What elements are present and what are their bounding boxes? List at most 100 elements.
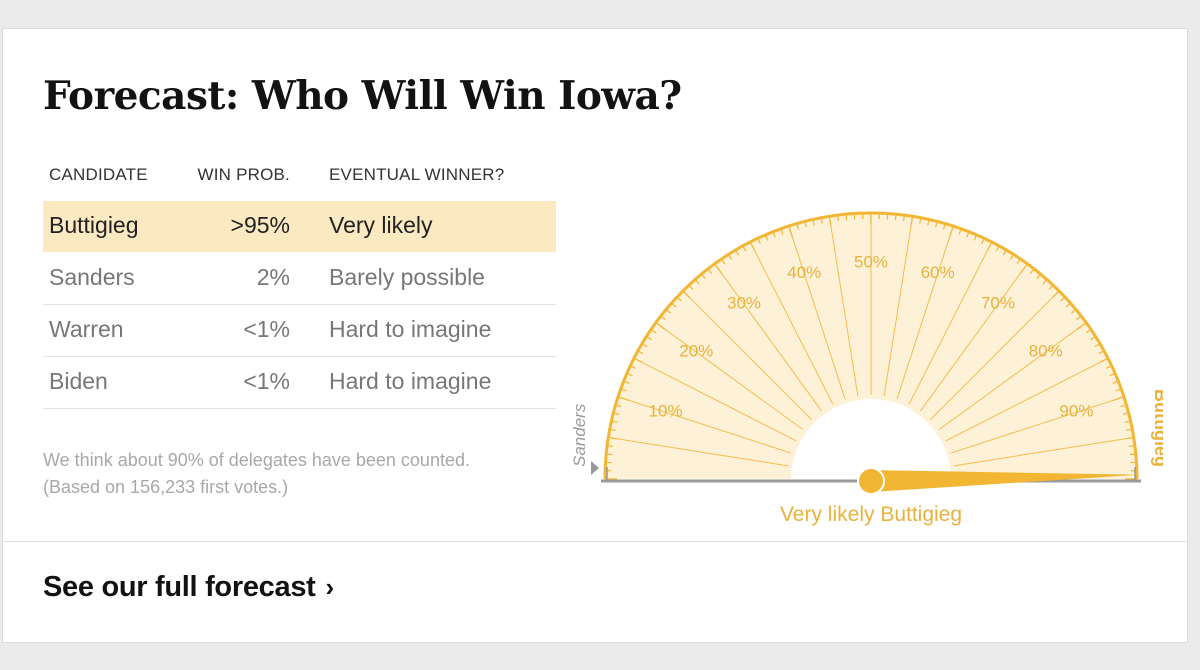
gauge-tick (620, 388, 627, 392)
gauge-ray (945, 358, 1107, 442)
gauge-tick (676, 296, 682, 302)
gauge-tick (812, 219, 815, 226)
gauge-tick (796, 223, 800, 230)
gauge-tick (804, 221, 807, 228)
gauge-ray (919, 265, 1027, 412)
gauge-tick (688, 284, 694, 290)
chevron-right-icon[interactable]: › (325, 572, 335, 602)
tick-label-90: 90% (1059, 402, 1093, 421)
gauge-tick (1105, 365, 1112, 369)
gauge-tick (1120, 404, 1127, 408)
gauge-tick (981, 238, 985, 245)
winner-outlook: Very likely (329, 212, 433, 238)
gauge-tick (665, 308, 672, 314)
gauge-tick (919, 217, 922, 224)
gauge-tick (1109, 372, 1116, 377)
forecast-gauge: 10% 20% 30% 40% 50% 60% 70% 80% 90% Sand… (570, 211, 1163, 526)
page-title: Forecast: Who Will Win Iowa? (43, 73, 682, 119)
gauge-tick (1126, 428, 1133, 431)
candidate-name: Warren (49, 316, 124, 342)
gauge-tick (1002, 249, 1007, 256)
gauge-tick (1029, 268, 1035, 274)
tick-label-60: 60% (921, 263, 955, 282)
needle-pointer (870, 470, 1139, 492)
gauge-tick (626, 372, 633, 377)
tick-label-20: 20% (679, 342, 713, 361)
candidate-name: Biden (49, 368, 108, 394)
header-eventual-winner: EVENTUAL WINNER? (329, 165, 505, 184)
gauge-needle (857, 467, 1139, 495)
gauge-tick (630, 365, 637, 369)
gauge-tick (720, 258, 726, 265)
gauge-tick (1042, 279, 1048, 285)
winner-outlook: Barely possible (329, 264, 485, 290)
gauge-tick (1094, 343, 1101, 348)
winner-outlook: Hard to imagine (329, 368, 492, 394)
gauge-tick (735, 249, 740, 256)
gauge-rays (610, 215, 1132, 467)
table-header: CANDIDATE WIN PROB. EVENTUAL WINNER? (43, 161, 556, 201)
gauge-tick (894, 214, 897, 221)
left-pointer-icon (591, 461, 599, 475)
gauge-ray (683, 291, 812, 420)
counting-note: We think about 90% of delegates have bee… (43, 447, 563, 501)
gauge-ray (953, 437, 1132, 467)
gauge-ray (657, 323, 804, 431)
gauge-tick (1048, 284, 1054, 290)
gauge-tick (845, 214, 848, 221)
full-forecast-label[interactable]: See our full forecast (43, 571, 316, 603)
gauge-tick (1036, 273, 1042, 280)
tick-label-30: 30% (727, 294, 761, 313)
win-probability: <1% (243, 316, 290, 342)
gauge-ray (715, 265, 823, 412)
tick-label-40: 40% (787, 263, 821, 282)
gauge-tick (958, 228, 962, 235)
gauge-tick (1060, 296, 1066, 302)
gauge-caption: Very likely Buttigieg (780, 503, 962, 526)
gauge-tick (1065, 302, 1071, 308)
gauge-tick (1090, 335, 1096, 341)
table-row: Sanders 2% Barely possible (43, 253, 556, 305)
needle-hub (857, 467, 885, 495)
gauge-tick (764, 234, 769, 241)
gauge-tick (902, 215, 905, 222)
gauge-ray (619, 396, 792, 454)
gauge-tick (1128, 445, 1135, 448)
gauge-ray (908, 243, 992, 405)
gauge-ray (610, 437, 789, 467)
gauge-tick (742, 245, 747, 252)
gauge-tick (700, 273, 706, 280)
tick-label-80: 80% (1029, 342, 1063, 361)
gauge-tick (1009, 254, 1015, 260)
gauge-ray (883, 218, 913, 397)
gauge-tick (927, 219, 930, 226)
forecast-card: Forecast: Who Will Win Iowa? CANDIDATE W… (2, 28, 1188, 643)
tick-label-70: 70% (981, 294, 1015, 313)
gauge-tick (780, 228, 784, 235)
gauge-tick (660, 315, 666, 321)
gauge-tick (966, 231, 970, 238)
gauge-tick (1076, 315, 1082, 321)
gauge-tick (671, 302, 677, 308)
gauge-tick (707, 268, 713, 274)
gauge-ray (950, 396, 1123, 454)
gauge-tick-labels: 10% 20% 30% 40% 50% 60% 70% 80% 90% (649, 252, 1094, 420)
gauge-ray (930, 291, 1059, 420)
header-candidate: CANDIDATE (49, 165, 148, 184)
gauge-tick (935, 221, 938, 228)
card-divider (3, 541, 1187, 542)
tick-label-50: 50% (854, 252, 888, 271)
note-line-delegates: We think about 90% of delegates have bee… (43, 450, 470, 470)
gauge-tick (606, 453, 613, 456)
gauge-ray (635, 358, 797, 442)
forecast-table: CANDIDATE WIN PROB. EVENTUAL WINNER? But… (43, 161, 556, 409)
header-win-prob: WIN PROB. (197, 165, 290, 184)
winner-outlook: Hard to imagine (329, 316, 492, 342)
full-forecast-link[interactable]: See our full forecast › (43, 571, 334, 604)
gauge-tick (1085, 328, 1092, 334)
gauge-ray (788, 227, 846, 400)
gauge-tick (641, 343, 648, 348)
gauge-tick (1122, 412, 1129, 415)
gauge-tick (973, 234, 978, 241)
gauge-tick (772, 231, 776, 238)
